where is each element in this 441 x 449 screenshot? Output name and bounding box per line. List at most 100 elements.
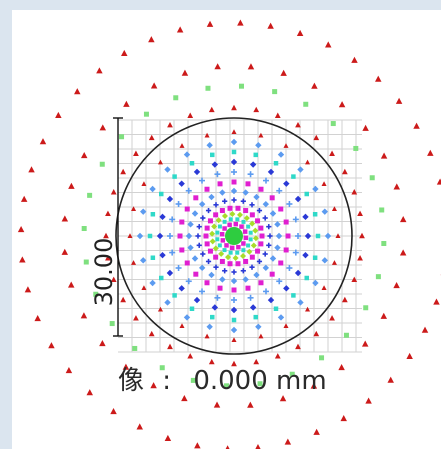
diamond-marker (324, 232, 332, 240)
red-triangle-marker (65, 366, 73, 374)
magenta-square-marker (213, 254, 219, 260)
red-triangle-marker (148, 330, 155, 337)
red-triangle-marker (20, 195, 28, 202)
green-square-marker (83, 259, 89, 265)
diamond-marker (211, 161, 219, 168)
diamond-marker (283, 285, 290, 292)
red-triangle-marker (335, 233, 341, 238)
magenta-square-marker (224, 243, 229, 248)
red-triangle-marker (325, 41, 332, 48)
scale-bar-label: 30.00 (90, 238, 118, 307)
magenta-square-marker (184, 206, 190, 212)
spot-diagram-plot: 30.00 (17, 19, 441, 449)
diamond-marker (206, 323, 213, 330)
magenta-square-marker (217, 285, 223, 291)
red-triangle-marker (141, 285, 147, 290)
red-triangle-marker (148, 36, 155, 43)
red-triangle-marker (310, 382, 318, 389)
diamond-marker (312, 279, 319, 287)
red-triangle-marker (427, 149, 434, 156)
cyan-square-marker (248, 237, 253, 242)
green-square-marker (132, 345, 138, 351)
green-square-marker (143, 111, 149, 117)
cyan-square-marker (215, 230, 220, 235)
red-triangle-marker (231, 337, 237, 342)
diamond-marker (208, 193, 215, 201)
scale-bar: 30.00 (90, 117, 123, 337)
red-triangle-marker (311, 82, 318, 89)
red-triangle-marker (329, 150, 335, 156)
magenta-square-marker (239, 224, 244, 229)
red-triangle-marker (164, 434, 172, 442)
magenta-square-marker (236, 244, 241, 250)
green-square-marker (109, 321, 115, 327)
diamond-marker (166, 195, 174, 203)
red-triangle-marker (305, 159, 311, 165)
diamond-marker (230, 326, 238, 334)
diamond-marker (304, 232, 312, 240)
spot-core (203, 205, 265, 267)
magenta-square-marker (220, 238, 226, 243)
magenta-square-marker (255, 218, 261, 224)
magenta-square-marker (233, 221, 239, 227)
red-triangle-marker (55, 111, 62, 119)
diamond-marker (255, 323, 262, 330)
diamond-marker (149, 279, 156, 287)
cyan-square-marker (253, 314, 258, 320)
diamond-marker (262, 264, 270, 272)
red-triangle-marker (284, 438, 292, 445)
diamond-marker (232, 254, 239, 261)
diamond-marker (208, 271, 215, 279)
red-triangle-marker (187, 112, 194, 118)
red-triangle-marker (296, 29, 304, 37)
diamond-marker (206, 142, 213, 149)
diamond-marker (191, 255, 199, 262)
magenta-square-marker (241, 241, 246, 246)
cyan-square-marker (172, 293, 177, 298)
green-square-marker (173, 95, 179, 101)
diamond-marker (297, 299, 304, 306)
cyan-square-marker (273, 161, 279, 166)
diamond-marker (219, 189, 226, 196)
diamond-marker (159, 213, 166, 221)
diamond-marker (209, 238, 216, 245)
red-triangle-marker (204, 132, 210, 138)
diamond-marker (277, 314, 285, 321)
red-triangle-marker (321, 285, 327, 290)
diamond-marker (230, 306, 238, 314)
diamond-marker (225, 254, 232, 261)
diamond-marker (211, 304, 219, 311)
diamond-marker (294, 195, 302, 203)
green-square-marker (93, 291, 99, 297)
red-triangle-marker (136, 423, 143, 430)
diamond-marker (159, 251, 166, 259)
red-triangle-marker (181, 69, 189, 76)
red-triangle-marker (86, 389, 93, 396)
diamond-marker (164, 299, 171, 306)
diamond-marker (187, 244, 194, 251)
magenta-square-marker (222, 226, 227, 231)
diamond-marker (250, 242, 257, 249)
cyan-square-marker (210, 152, 215, 158)
red-triangle-marker (258, 132, 264, 138)
diamond-marker (230, 187, 238, 195)
cyan-square-marker (235, 250, 240, 255)
cyan-square-marker (273, 306, 279, 311)
red-triangle-marker (329, 315, 335, 321)
red-triangle-marker (208, 358, 215, 365)
cyan-square-marker (222, 248, 227, 253)
red-triangle-marker (253, 106, 260, 113)
red-triangle-marker (133, 315, 139, 321)
red-triangle-marker (99, 340, 106, 347)
cyan-square-marker (304, 191, 309, 197)
red-triangle-marker (331, 260, 337, 265)
cyan-square-marker (291, 293, 296, 298)
red-triangle-marker (340, 414, 347, 422)
magenta-square-marker (258, 280, 264, 286)
diamond-marker (198, 200, 206, 208)
red-triangle-marker (231, 360, 237, 367)
magenta-square-marker (217, 181, 223, 187)
red-triangle-marker (61, 215, 69, 222)
magenta-square-marker (184, 260, 190, 266)
diamond-marker (253, 271, 260, 279)
